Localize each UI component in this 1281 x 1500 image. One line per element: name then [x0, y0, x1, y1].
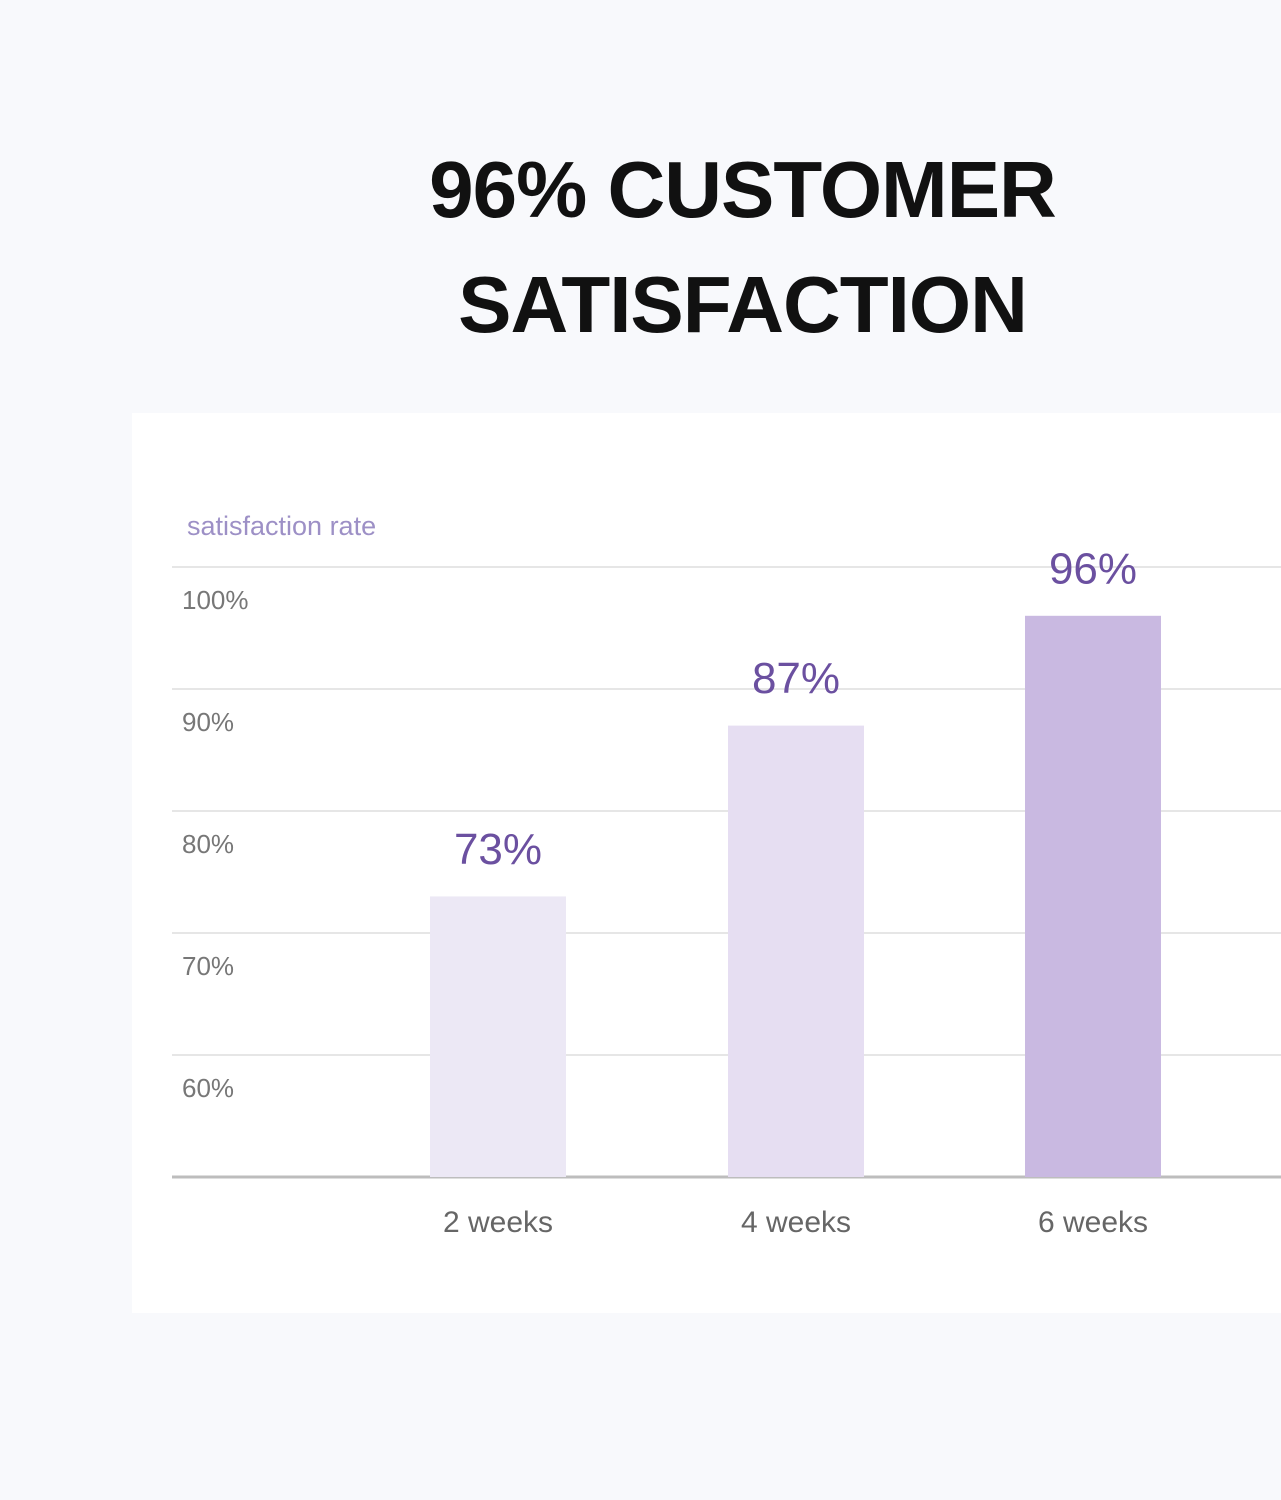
- x-tick-label: 6 weeks: [1038, 1206, 1148, 1239]
- x-tick-label: 2 weeks: [443, 1206, 553, 1239]
- y-tick-label: 80%: [182, 829, 234, 859]
- y-axis-label: satisfaction rate: [187, 511, 376, 541]
- bar: [728, 725, 864, 1177]
- bar: [1025, 615, 1161, 1177]
- value-label: 87%: [752, 654, 840, 703]
- y-tick-label: 70%: [182, 951, 234, 981]
- value-label: 73%: [454, 825, 542, 874]
- x-tick-label: 4 weeks: [741, 1206, 851, 1239]
- value-label: 96%: [1049, 544, 1137, 593]
- y-tick-label: 60%: [182, 1073, 234, 1103]
- y-tick-label: 90%: [182, 707, 234, 737]
- y-tick-label: 100%: [182, 585, 249, 615]
- chart-title: 96% CUSTOMER SATISFACTION: [429, 145, 1057, 349]
- bar: [430, 896, 566, 1177]
